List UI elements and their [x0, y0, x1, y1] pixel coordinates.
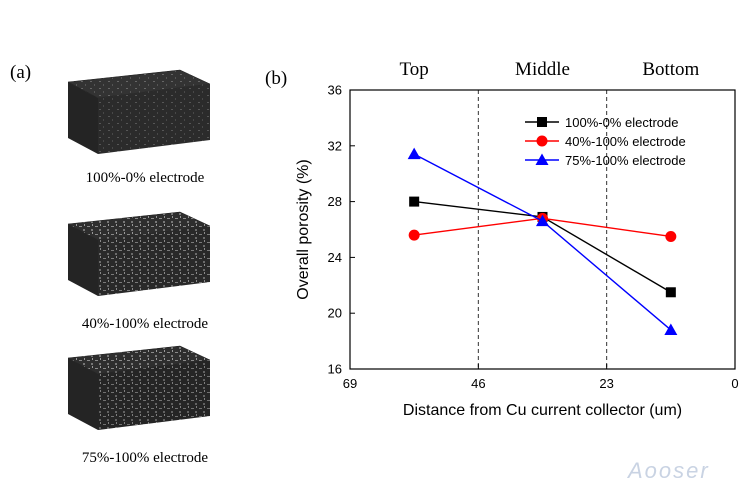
watermark-logo: Aooser: [628, 458, 710, 483]
y-tick-label: 28: [328, 194, 342, 209]
data-point-s3-3: [664, 323, 678, 335]
data-point-s3-2: [536, 214, 549, 227]
region-label-top: Top: [400, 59, 429, 80]
x-tick-label: 23: [599, 376, 613, 391]
legend-label-3: 75%-100% electrode: [565, 153, 686, 168]
panel-a-label: (a): [10, 62, 32, 83]
legend-marker-1: [537, 117, 547, 127]
legend-marker-2: [536, 135, 548, 147]
y-tick-label: 20: [328, 306, 342, 321]
cube-image-3: [62, 342, 214, 434]
region-label-middle: Middle: [515, 59, 570, 80]
data-point-s3-1: [407, 147, 421, 160]
panel-b-label: (b): [265, 68, 288, 89]
x-tick-label: 69: [343, 376, 357, 391]
plot-frame: [349, 89, 736, 370]
y-tick-label: 36: [328, 83, 342, 98]
cube-image-2: [62, 208, 214, 300]
legend-label-1: 100%-0% electrode: [565, 115, 678, 130]
porosity-chart: Top Middle Bottom 69 46 23 0 16 20 24 28 32 36 100%…: [295, 59, 739, 419]
cube-image-1: [62, 66, 214, 158]
cube-caption-1: 100%-0% electrode: [85, 170, 205, 186]
y-tick-label: 32: [328, 138, 342, 153]
legend-label-2: 40%-100% electrode: [565, 134, 686, 149]
data-point-s2-1: [408, 229, 420, 241]
region-label-bottom: Bottom: [642, 59, 699, 80]
cube-caption-2: 40%-100% electrode: [81, 316, 209, 332]
y-axis-label: Overall porosity (%): [295, 159, 312, 299]
y-tick-label: 16: [328, 362, 342, 377]
data-point-s2-3: [665, 230, 677, 242]
series-line-3: [413, 153, 672, 331]
legend-marker-3: [535, 153, 549, 165]
x-tick-label: 0: [731, 376, 738, 391]
y-tick-label: 24: [328, 250, 342, 265]
data-point-s1-3: [665, 287, 676, 298]
cube-caption-3: 75%-100% electrode: [81, 450, 209, 466]
data-point-s1-1: [409, 196, 420, 207]
x-axis-label: Distance from Cu current collector (um): [403, 402, 682, 419]
x-tick-label: 46: [471, 376, 485, 391]
